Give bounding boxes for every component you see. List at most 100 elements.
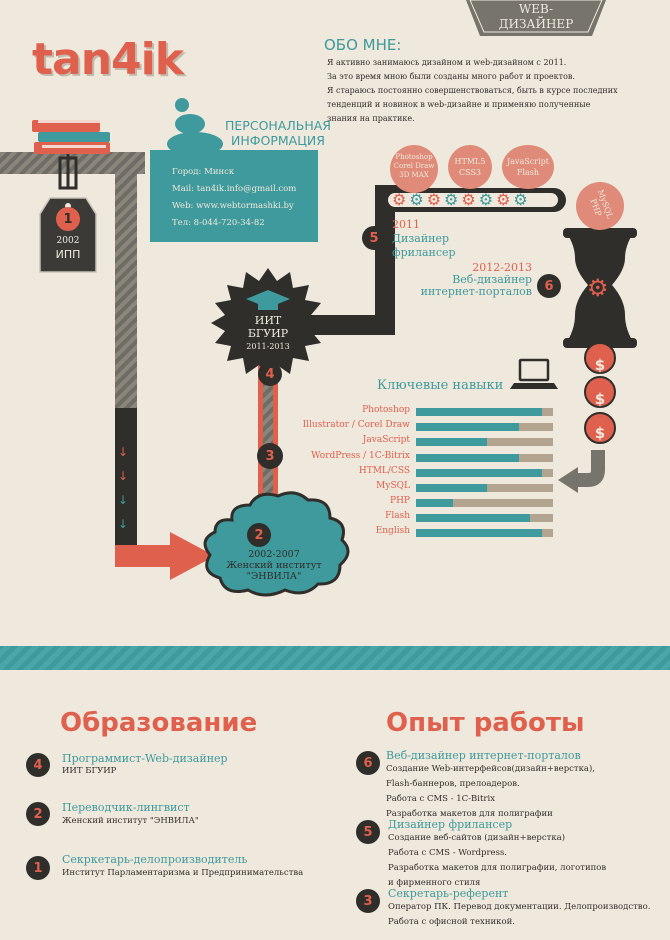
- education-title: Образование: [60, 708, 258, 738]
- personal-title-line2: ИНФОРМАЦИЯ: [231, 133, 325, 148]
- exp-line: Работа с CMS - 1C-Bitrix: [386, 794, 496, 804]
- book-2: [38, 132, 110, 142]
- about-line: знания на практике.: [327, 114, 415, 123]
- skill-row: PHP: [300, 496, 560, 510]
- skill-row: JavaScript: [300, 435, 560, 449]
- step-4-label: ИИТ БГУИР 2011-2013: [220, 314, 316, 353]
- skill-row: English: [300, 526, 560, 540]
- gear-row: ⚙⚙⚙⚙⚙⚙⚙⚙: [392, 191, 562, 209]
- skill-bar-fill: [416, 499, 453, 507]
- step-3-circle: 3: [257, 443, 283, 469]
- step-4-year: 2011-2013: [246, 342, 290, 351]
- personal-card: Город: Минск Mail: tan4ik.info@gmail.com…: [150, 150, 318, 242]
- exp-title: Веб-дизайнер интернет-порталов: [386, 749, 581, 762]
- skill-row: HTML/CSS: [300, 466, 560, 480]
- exp-line: Создание веб-сайтов (дизайн+верстка): [388, 833, 566, 843]
- edu-circle: 1: [26, 856, 50, 880]
- about-line: тенденций и новинок в web-дизайне и прим…: [327, 100, 591, 109]
- skill-label: Flash: [385, 511, 410, 521]
- step-5-title-b: фрилансер: [392, 246, 456, 259]
- skill-bar: [416, 423, 553, 431]
- exp-line: Оператор ПК. Перевод документации. Делоп…: [388, 902, 651, 912]
- step-5-title-a: Дизайнер: [392, 232, 450, 245]
- personal-title-line1: ПЕРСОНАЛЬНАЯ: [225, 118, 331, 133]
- experience-title: Опыт работы: [386, 708, 585, 738]
- web-label: Web:: [172, 201, 194, 211]
- cloud-shape: [203, 491, 350, 597]
- role-badge-line2: ДИЗАЙНЕР: [498, 17, 574, 31]
- phone-label: Тел:: [172, 218, 191, 228]
- web-value[interactable]: www.webtormashki.by: [196, 201, 294, 211]
- skill-bar: [416, 484, 553, 492]
- gear-icon: ⚙: [426, 190, 445, 209]
- teal-band: [0, 646, 670, 670]
- skill-bar-fill: [416, 408, 543, 416]
- phone-value: 8-044-720-34-82: [193, 218, 265, 228]
- skill-label: Illustrator / Corel Draw: [302, 420, 410, 430]
- step-2-title-b: "ЭНВИЛА": [246, 571, 302, 582]
- step-6-title-b: интернет-порталов: [420, 285, 532, 298]
- step-6-label: 2012-2013 Веб-дизайнер интернет-порталов: [420, 262, 532, 298]
- gear-icon: ⚙: [392, 190, 410, 209]
- laptop-icon: [514, 360, 558, 390]
- skill-bubble-js: JavaScript Flash: [502, 145, 554, 189]
- pipe-arrow-body: [115, 545, 175, 567]
- skill-row: MySQL: [300, 481, 560, 495]
- dollar-icon: $: [594, 390, 606, 408]
- mail-row: Mail: tan4ik.info@gmail.com: [172, 184, 296, 194]
- gear-icon: ⚙: [496, 190, 514, 209]
- exp-circle: 5: [356, 820, 380, 844]
- gear-icon: ⚙: [587, 274, 609, 302]
- step-2-circle: 2: [247, 523, 271, 547]
- gear-icon: ⚙: [409, 190, 427, 209]
- exp-line: Работа с офисной техникой.: [388, 917, 515, 927]
- city-value: Минск: [204, 167, 235, 177]
- about-line: Я активно занимаюсь дизайном и web-дизай…: [327, 58, 567, 67]
- skill-bar-fill: [416, 469, 543, 477]
- exp-circle: 3: [356, 889, 380, 913]
- skill-bubble-graphics: Photoshop Corel Draw 3D MAX: [390, 145, 438, 193]
- skill-bar-fill: [416, 484, 488, 492]
- step-2-label: 2002-2007 Женский институт "ЭНВИЛА": [210, 549, 338, 582]
- bubble-text: JavaScript: [507, 157, 549, 166]
- exp-title: Секретарь-референт: [388, 887, 509, 900]
- step-1-year: 2002: [56, 236, 80, 246]
- bubble-text: Photoshop: [395, 153, 433, 161]
- skill-bar: [416, 499, 553, 507]
- mail-label: Mail:: [172, 184, 195, 194]
- starburst-shape: [211, 268, 325, 378]
- logo: tan4ik: [32, 34, 184, 85]
- exp-title: Дизайнер фрилансер: [388, 818, 513, 831]
- skill-bubble-web: HTML5 CSS3: [448, 145, 492, 189]
- pipe-arrow-head: [170, 532, 215, 580]
- step-1-title: ИПП: [55, 248, 81, 261]
- return-arrow: [575, 450, 605, 487]
- step-4-title-a: ИИТ: [254, 314, 282, 327]
- phone-row: Тел: 8-044-720-34-82: [172, 218, 265, 228]
- skill-label: WordPress / 1C-Bitrix: [311, 451, 410, 461]
- edu-circle: 4: [26, 753, 50, 777]
- step-5-label: 2011 Дизайнер фрилансер: [392, 218, 456, 260]
- skill-label: Photoshop: [362, 405, 410, 415]
- arrow-down-icon: ↓: [118, 445, 129, 459]
- arrow-down-icon: ↓: [118, 493, 129, 507]
- skill-row: Photoshop: [300, 405, 560, 419]
- pipe-horizontal: [0, 152, 145, 174]
- skill-label: English: [375, 526, 410, 536]
- step-5-circle: 5: [362, 226, 386, 250]
- web-row: Web: www.webtormashki.by: [172, 201, 294, 211]
- gear-icon: ⚙: [444, 190, 462, 209]
- arrow-down-icon: ↓: [118, 517, 129, 531]
- about-text: Я активно занимаюсь дизайном и web-дизай…: [327, 56, 618, 126]
- skill-label: PHP: [390, 496, 410, 506]
- step-6-year: 2012-2013: [472, 261, 532, 274]
- skill-bar-fill: [416, 454, 519, 462]
- coins: $ $ $: [590, 348, 610, 450]
- skill-bar: [416, 408, 553, 416]
- edu-sub: Женский институт "ЭНВИЛА": [62, 816, 199, 826]
- mail-value[interactable]: tan4ik.info@gmail.com: [196, 184, 297, 194]
- edu-sub: Институт Парламентаризма и Предпринимате…: [62, 868, 304, 878]
- bubble-text: CSS3: [458, 168, 482, 177]
- skill-bar: [416, 438, 553, 446]
